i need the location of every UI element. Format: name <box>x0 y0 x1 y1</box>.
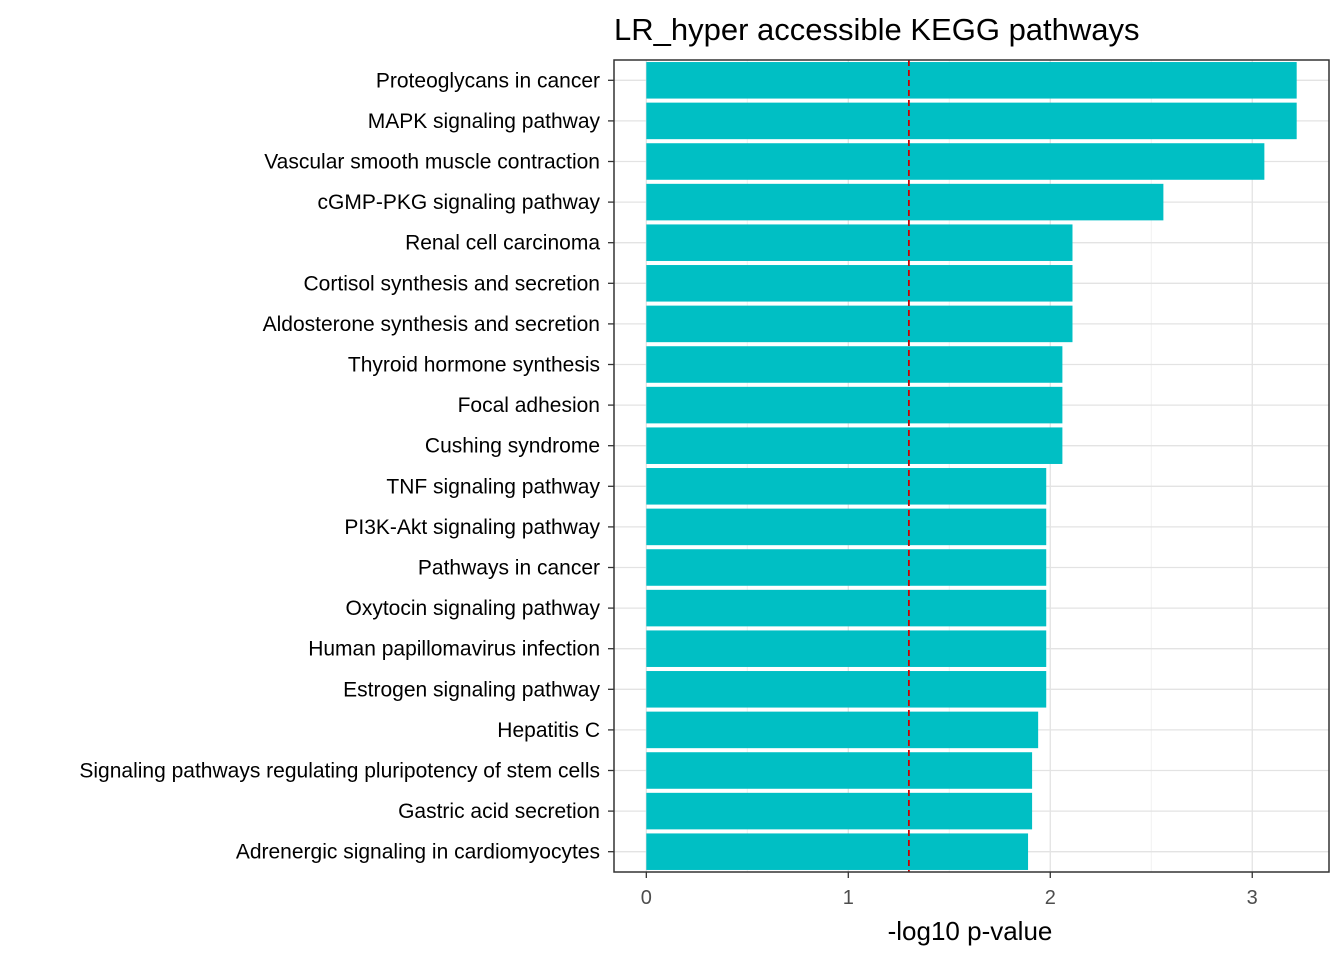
x-tick-label: 0 <box>641 887 652 909</box>
category-label: Oxytocin signaling pathway <box>346 597 601 620</box>
category-label: Renal cell carcinoma <box>405 232 600 255</box>
bar <box>646 671 1047 708</box>
bar <box>646 102 1297 140</box>
bar <box>646 630 1047 667</box>
category-label: MAPK signaling pathway <box>368 110 601 133</box>
bar <box>646 224 1073 261</box>
bar <box>646 549 1047 586</box>
bar <box>646 62 1297 99</box>
category-label: Cushing syndrome <box>425 435 600 458</box>
bar <box>646 183 1164 221</box>
bar <box>646 265 1073 302</box>
category-label: Gastric acid secretion <box>398 800 600 823</box>
bar <box>646 711 1039 749</box>
bar <box>646 386 1063 424</box>
x-tick-label: 1 <box>843 887 854 909</box>
x-tick-label: 2 <box>1045 887 1056 909</box>
category-label: Aldosterone synthesis and secretion <box>263 313 600 336</box>
category-label: cGMP-PKG signaling pathway <box>318 191 601 214</box>
bar <box>646 833 1029 870</box>
bar <box>646 427 1063 464</box>
category-label: Thyroid hormone synthesis <box>348 354 600 377</box>
panel-border <box>613 59 1330 873</box>
category-label: Focal adhesion <box>458 394 600 417</box>
category-label: Estrogen signaling pathway <box>343 678 600 701</box>
category-label: Vascular smooth muscle contraction <box>264 151 600 174</box>
category-label: Signaling pathways regulating pluripoten… <box>79 760 600 783</box>
x-axis: 0 1 2 3 <box>641 872 1258 909</box>
bar <box>646 346 1063 383</box>
grid <box>614 60 1329 872</box>
x-axis-title: -log10 p-value <box>888 916 1053 946</box>
bar <box>646 305 1073 343</box>
y-axis: Proteoglycans in cancer MAPK signaling pa… <box>79 69 614 864</box>
category-label: Hepatitis C <box>497 719 600 742</box>
category-label: PI3K-Akt signaling pathway <box>344 516 600 539</box>
x-tick-label: 3 <box>1247 887 1258 909</box>
category-label: Cortisol synthesis and secretion <box>304 272 600 295</box>
category-label: Proteoglycans in cancer <box>376 69 600 92</box>
category-label: Pathways in cancer <box>418 557 600 580</box>
category-label: Adrenergic signaling in cardiomyocytes <box>236 841 600 864</box>
bar <box>646 752 1033 789</box>
bar <box>646 589 1047 627</box>
category-label: TNF signaling pathway <box>386 475 600 498</box>
bar <box>646 143 1265 180</box>
category-label: Human papillomavirus infection <box>308 638 600 661</box>
bar <box>646 468 1047 505</box>
chart-title: LR_hyper accessible KEGG pathways <box>614 12 1140 47</box>
bars <box>646 62 1297 870</box>
bar <box>646 792 1033 830</box>
bar <box>646 508 1047 546</box>
